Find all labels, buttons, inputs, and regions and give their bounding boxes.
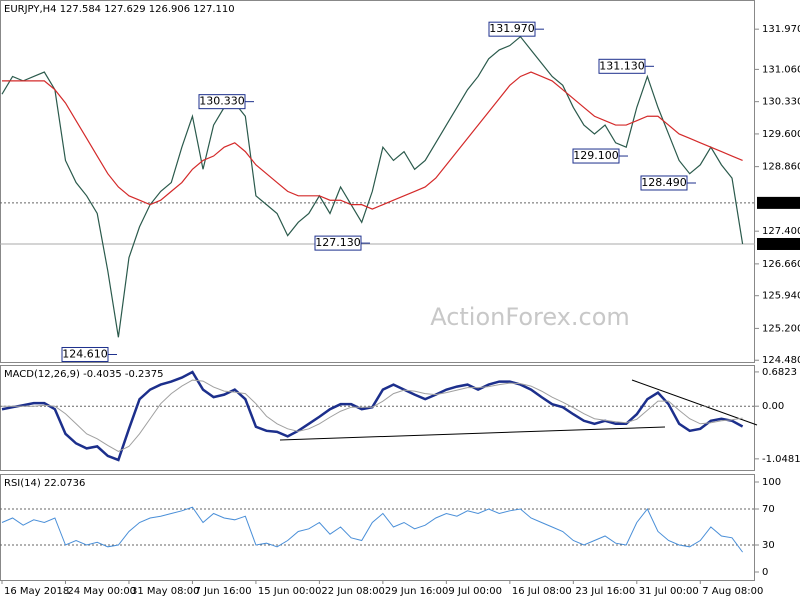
x-tick-label: 15 Jun 00:00 <box>258 586 322 597</box>
panel-frame <box>0 0 755 363</box>
annotation-label: 129.100 <box>573 149 619 162</box>
x-tick-label: 7 Aug 08:00 <box>702 586 763 597</box>
x-tick-label: 16 May 2018 <box>4 586 69 597</box>
level-label: 127.110 <box>762 239 800 250</box>
x-tick-label: 7 Jun 16:00 <box>194 586 251 597</box>
x-tick-label: 29 Jun 16:00 <box>385 586 449 597</box>
watermark: ActionForex.com <box>430 303 630 331</box>
y-tick-label: 124.480 <box>762 355 800 366</box>
x-tick-label: 23 Jul 16:00 <box>575 586 635 597</box>
y-tick-label: 0 <box>762 567 768 578</box>
y-tick-label: 70 <box>762 504 775 515</box>
series-line <box>1 506 744 553</box>
annotation-box <box>314 235 362 251</box>
annotation-label: 131.130 <box>599 59 645 72</box>
y-tick-label: 125.940 <box>762 291 800 302</box>
level-label-box <box>757 196 800 209</box>
annotation-box <box>198 94 246 110</box>
annotation-box <box>598 58 646 74</box>
annotation-label: 124.610 <box>62 347 108 360</box>
y-tick-label: 0.6823 <box>762 367 797 378</box>
annotation-box <box>640 175 688 191</box>
y-tick-label: 131.970 <box>762 24 800 35</box>
y-tick-label: 126.660 <box>762 259 800 270</box>
y-tick-label: 130.330 <box>762 97 800 108</box>
x-tick-label: 31 May 08:00 <box>131 586 200 597</box>
y-tick-label: 125.200 <box>762 323 800 334</box>
series-line <box>2 379 743 452</box>
panel-title: MACD(12,26,9) -0.4035 -0.2375 <box>4 369 164 380</box>
x-tick-label: 22 Jun 08:00 <box>321 586 385 597</box>
annotation-label: 128.490 <box>641 176 687 189</box>
panel-title: RSI(14) 22.0736 <box>4 478 85 489</box>
annotation-label: 131.970 <box>489 22 535 35</box>
y-tick-label: 0.00 <box>762 401 784 412</box>
annotation-box <box>488 21 536 37</box>
x-tick-label: 24 May 00:00 <box>67 586 136 597</box>
y-tick-label: 129.600 <box>762 129 800 140</box>
y-tick-label: 30 <box>762 540 775 551</box>
annotation-box <box>572 148 620 164</box>
panel-frame <box>0 474 755 581</box>
series-line <box>1 35 744 338</box>
x-tick-label: 16 Jul 08:00 <box>512 586 572 597</box>
series-line <box>1 370 744 462</box>
y-tick-label: 131.060 <box>762 64 800 75</box>
panel-title: EURJPY,H4 127.584 127.629 126.906 127.11… <box>4 4 235 15</box>
y-tick-label: 100 <box>762 477 781 488</box>
trend-line <box>279 426 666 441</box>
annotation-box <box>61 346 109 362</box>
trend-line <box>631 379 758 426</box>
series-line <box>2 71 743 210</box>
level-label-box <box>757 237 800 250</box>
x-tick-label: 31 Jul 00:00 <box>639 586 699 597</box>
x-tick-label: 9 Jul 00:00 <box>448 586 502 597</box>
annotation-label: 127.130 <box>315 236 361 249</box>
level-label: 128.040 <box>762 198 800 209</box>
panel-frame <box>0 365 755 471</box>
y-tick-label: -1.0481 <box>762 454 800 465</box>
y-tick-label: 128.860 <box>762 162 800 173</box>
y-tick-label: 127.400 <box>762 226 800 237</box>
annotation-label: 130.330 <box>199 95 245 108</box>
